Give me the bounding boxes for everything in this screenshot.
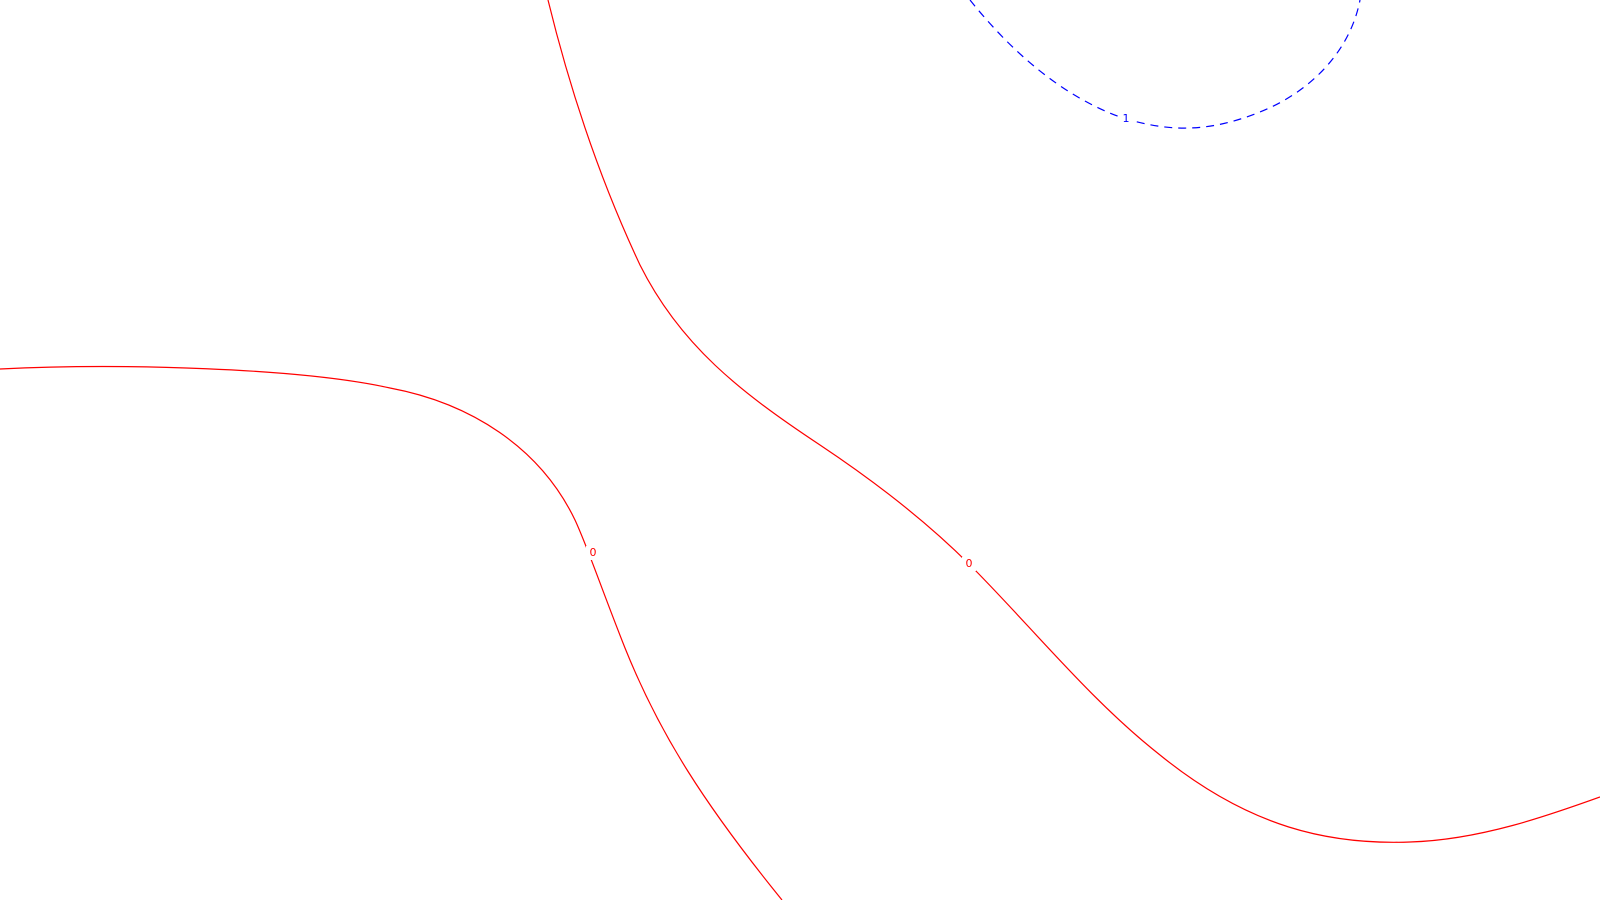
- contour-label-zero-left: 0: [590, 546, 597, 559]
- contour-label-zero-right: 0: [966, 557, 973, 570]
- contour-zero-right-group: 0: [547, 0, 1600, 843]
- contour-label-bg: [1119, 112, 1133, 126]
- contour-label-bg: [962, 557, 976, 571]
- contour-label-one-top: 1: [1123, 112, 1130, 125]
- contour-label-bg: [586, 546, 600, 560]
- contour-one-top-group: 1: [969, 0, 1361, 129]
- contour-line-zero-right: [547, 0, 1600, 843]
- contour-line-one-top: [969, 0, 1361, 129]
- contour-zero-left-group: 0: [0, 366, 783, 900]
- contour-line-zero-left: [0, 366, 783, 900]
